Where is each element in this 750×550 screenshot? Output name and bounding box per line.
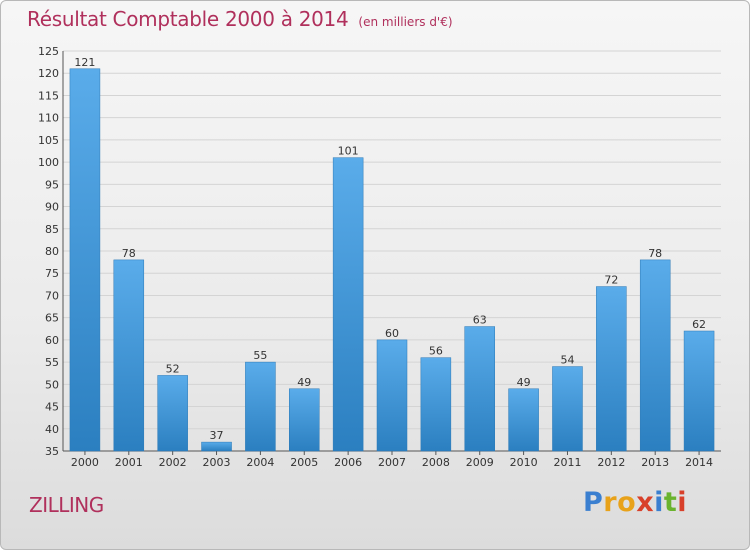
y-tick-label: 125 xyxy=(38,45,59,58)
x-tick-label: 2001 xyxy=(115,456,143,469)
y-tick-label: 110 xyxy=(38,112,59,125)
logo-letter: r xyxy=(603,487,618,518)
y-tick-label: 65 xyxy=(45,312,59,325)
chart-title: Résultat Comptable 2000 à 2014 (en millie… xyxy=(27,7,453,31)
bar xyxy=(113,259,145,452)
x-tick-label: 2005 xyxy=(290,456,318,469)
y-tick-label: 105 xyxy=(38,134,59,147)
x-tick-label: 2002 xyxy=(159,456,187,469)
chart-title-unit: (en milliers d'€) xyxy=(358,15,453,29)
x-tick-label: 2007 xyxy=(378,456,406,469)
y-tick-label: 50 xyxy=(45,378,59,391)
y-tick-label: 120 xyxy=(38,67,59,80)
bar-value-label: 101 xyxy=(338,145,359,158)
y-tick-label: 85 xyxy=(45,223,59,236)
bar-value-label: 52 xyxy=(166,362,180,375)
logo-letter: o xyxy=(617,487,637,518)
y-tick-label: 70 xyxy=(45,289,59,302)
bar-value-label: 56 xyxy=(429,345,443,358)
bar-value-label: 121 xyxy=(74,56,95,69)
y-tick-label: 90 xyxy=(45,201,59,214)
bar xyxy=(596,286,627,452)
bar xyxy=(289,388,320,452)
bar xyxy=(639,259,671,452)
x-tick-label: 2000 xyxy=(71,456,99,469)
y-tick-label: 95 xyxy=(45,178,59,191)
y-tick-label: 35 xyxy=(45,445,59,458)
chart-title-main: Résultat Comptable 2000 à 2014 xyxy=(27,7,349,31)
bar xyxy=(157,375,188,452)
bar-value-label: 60 xyxy=(385,327,399,340)
bar-value-label: 49 xyxy=(297,376,311,389)
bar-value-label: 37 xyxy=(210,429,224,442)
x-tick-label: 2004 xyxy=(246,456,274,469)
logo-letter: P xyxy=(583,487,604,518)
y-tick-label: 75 xyxy=(45,267,59,280)
bar-value-label: 78 xyxy=(648,247,662,260)
logo-letter: t xyxy=(663,487,678,518)
bar xyxy=(69,68,101,452)
proxiti-logo: Proxiti xyxy=(583,487,687,518)
x-tick-label: 2006 xyxy=(334,456,362,469)
x-tick-label: 2012 xyxy=(597,456,625,469)
bar xyxy=(420,357,452,452)
bar-value-label: 63 xyxy=(473,314,487,327)
bar xyxy=(683,330,715,452)
bar-value-label: 72 xyxy=(604,274,618,287)
bar xyxy=(201,441,232,452)
bar-value-label: 49 xyxy=(517,376,531,389)
y-tick-label: 60 xyxy=(45,334,59,347)
logo-letter: i xyxy=(677,487,688,518)
x-tick-label: 2008 xyxy=(422,456,450,469)
y-tick-label: 115 xyxy=(38,89,59,102)
x-tick-label: 2009 xyxy=(466,456,494,469)
y-tick-label: 80 xyxy=(45,245,59,258)
y-tick-label: 100 xyxy=(38,156,59,169)
y-tick-label: 55 xyxy=(45,356,59,369)
x-tick-label: 2011 xyxy=(553,456,581,469)
bar-value-label: 54 xyxy=(560,354,574,367)
bar xyxy=(464,326,495,452)
bar-value-label: 55 xyxy=(253,349,267,362)
bar xyxy=(332,157,364,452)
bar xyxy=(245,361,276,452)
y-tick-label: 40 xyxy=(45,423,59,436)
bar xyxy=(552,366,583,452)
logo-letter: x xyxy=(636,487,655,518)
bar xyxy=(508,388,539,452)
y-tick-label: 45 xyxy=(45,401,59,414)
commune-name: ZILLING xyxy=(29,493,104,517)
x-tick-label: 2013 xyxy=(641,456,669,469)
x-tick-label: 2003 xyxy=(203,456,231,469)
logo-letter: i xyxy=(654,487,664,518)
bar xyxy=(376,339,408,452)
bar-value-label: 78 xyxy=(122,247,136,260)
x-tick-label: 2010 xyxy=(510,456,538,469)
x-tick-label: 2014 xyxy=(685,456,713,469)
bar-value-label: 62 xyxy=(692,318,706,331)
